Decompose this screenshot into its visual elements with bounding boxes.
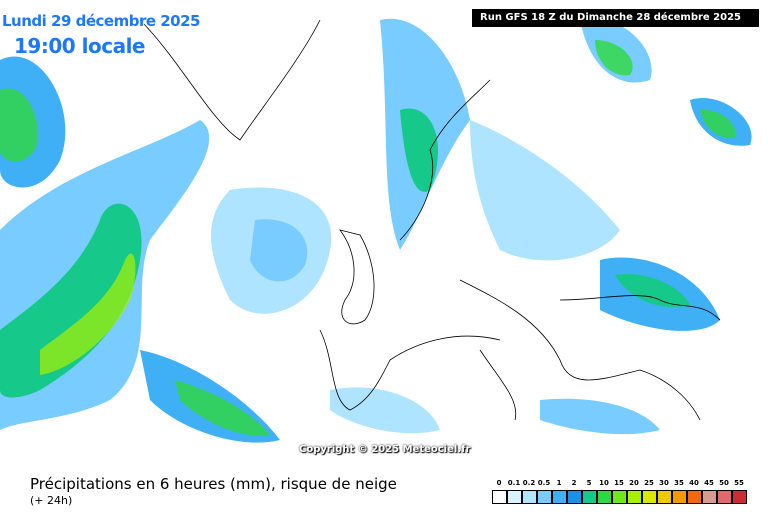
map — [0, 18, 752, 443]
legend-label: 0.2 — [522, 479, 536, 487]
legend-label: 5 — [586, 479, 592, 487]
legend-swatch — [612, 490, 627, 504]
legend-label: 0.1 — [507, 479, 521, 487]
legend-label: 55 — [734, 479, 744, 487]
legend-label: 40 — [689, 479, 699, 487]
legend-swatch — [567, 490, 582, 504]
legend-swatch — [597, 490, 612, 504]
legend-label: 25 — [644, 479, 654, 487]
copyright: Copyright © 2025 Meteociel.fr — [299, 444, 471, 455]
legend-title: Précipitations en 6 heures (mm), risque … — [30, 475, 397, 493]
legend-swatch — [522, 490, 537, 504]
legend-label: 45 — [704, 479, 714, 487]
legend-swatch — [642, 490, 657, 504]
legend-label: 2 — [571, 479, 577, 487]
legend-subtitle: (+ 24h) — [30, 494, 73, 507]
legend-swatch — [552, 490, 567, 504]
legend-swatch — [717, 490, 732, 504]
legend-label: 35 — [674, 479, 684, 487]
legend-label: 1 — [556, 479, 562, 487]
legend-label: 0.5 — [537, 479, 551, 487]
legend-label: 30 — [659, 479, 669, 487]
legend-label: 10 — [599, 479, 609, 487]
legend-label: 50 — [719, 479, 729, 487]
legend-swatch — [702, 490, 717, 504]
forecast-date: Lundi 29 décembre 2025 — [2, 12, 201, 30]
legend-label: 15 — [614, 479, 624, 487]
legend-label: 0 — [496, 479, 502, 487]
legend-swatch — [687, 490, 702, 504]
legend-swatch — [507, 490, 522, 504]
legend-swatch — [672, 490, 687, 504]
legend-swatch — [627, 490, 642, 504]
legend-swatch — [537, 490, 552, 504]
legend-swatch — [582, 490, 597, 504]
run-info: Run GFS 18 Z du Dimanche 28 décembre 202… — [472, 9, 759, 27]
forecast-time: 19:00 locale — [14, 34, 146, 58]
legend-swatch — [732, 490, 747, 504]
legend-swatch — [657, 490, 672, 504]
legend-label: 20 — [629, 479, 639, 487]
legend-swatch — [492, 490, 507, 504]
